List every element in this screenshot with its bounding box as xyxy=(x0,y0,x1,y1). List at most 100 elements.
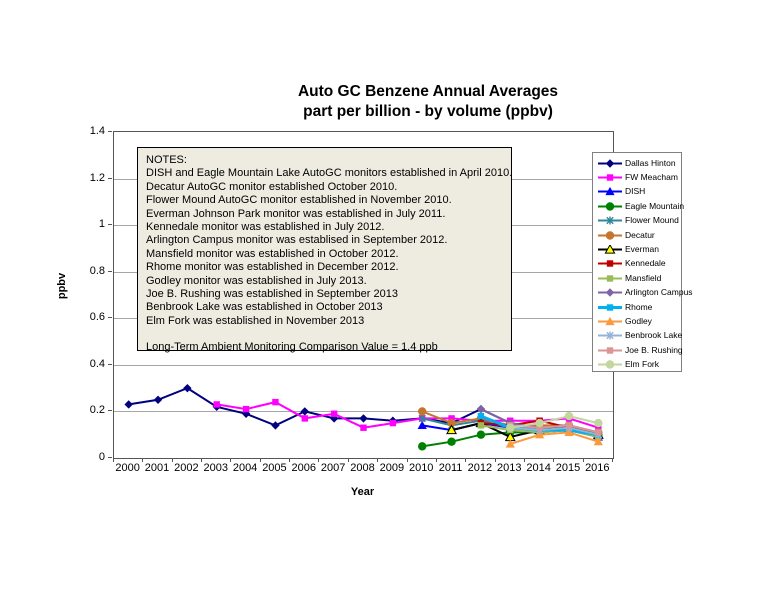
y-tick-label: 1.2 xyxy=(89,171,105,184)
series-marker xyxy=(606,260,614,268)
note-line: Elm Fork was established in November 201… xyxy=(146,314,365,327)
legend-item-elm-fork: Elm Fork xyxy=(597,357,681,371)
chart-title: Auto GC Benzene Annual Averages part per… xyxy=(113,82,743,122)
legend-swatch xyxy=(598,260,622,268)
x-tick-label: 2012 xyxy=(467,462,493,474)
legend-swatch xyxy=(598,187,622,196)
legend-item-joe-b-rushing: Joe B. Rushing xyxy=(597,343,683,357)
y-tick-mark xyxy=(108,410,112,412)
series-marker xyxy=(605,202,615,211)
legend-label: Kennedale xyxy=(625,258,666,269)
legend-label: Everman xyxy=(625,244,660,255)
series-marker xyxy=(124,400,133,409)
legend-swatch xyxy=(598,288,622,297)
legend-label: Arlington Campus xyxy=(625,287,693,298)
series-line-elm-fork xyxy=(510,415,599,429)
x-tick-mark xyxy=(406,458,408,462)
series-marker xyxy=(271,421,280,430)
series-marker xyxy=(476,430,486,439)
series-marker xyxy=(605,316,615,326)
x-tick-mark xyxy=(377,458,379,462)
legend-item-dallas-hinton: Dallas Hinton xyxy=(597,156,681,170)
chart-title-line1: Auto GC Benzene Annual Averages xyxy=(297,83,559,100)
x-tick-mark xyxy=(553,458,555,462)
series-marker xyxy=(606,347,614,354)
y-tick-mark xyxy=(108,131,112,132)
series-line-godley xyxy=(509,431,599,445)
series-marker xyxy=(595,424,602,431)
y-tick-label: 0 xyxy=(98,451,105,463)
legend-label: Mansfield xyxy=(625,272,662,283)
x-tick-label: 2009 xyxy=(379,462,405,474)
series-line-benbrook-lake xyxy=(510,426,599,436)
x-tick-label: 2000 xyxy=(115,462,140,474)
series-marker xyxy=(242,405,250,413)
x-tick-mark xyxy=(523,458,525,462)
data-series-layer xyxy=(124,383,604,451)
series-marker xyxy=(606,331,614,340)
legend-label: DISH xyxy=(625,186,646,197)
series-marker xyxy=(330,410,338,417)
x-axis-title: Year xyxy=(350,486,375,498)
legend-item-flower-mound: Flower Mound xyxy=(597,214,681,228)
legend-swatch xyxy=(598,275,622,282)
x-tick-mark xyxy=(142,458,144,462)
chart-title-line2: part per billion - by volume (ppbv) xyxy=(303,103,553,120)
x-tick-label: 2003 xyxy=(203,462,228,474)
notes-box: NOTES: DISH and Eagle Mountain Lake Auto… xyxy=(137,147,512,354)
legend-swatch xyxy=(598,216,622,225)
y-tick-label: 0.2 xyxy=(89,404,105,417)
series-marker xyxy=(595,429,602,436)
x-tick-mark xyxy=(582,458,584,462)
series-marker xyxy=(213,401,220,408)
legend-swatch xyxy=(598,347,622,354)
series-marker xyxy=(564,411,574,421)
y-tick-mark xyxy=(108,457,112,458)
x-tick-label: 2006 xyxy=(291,462,317,474)
note-line: Mansfield monitor was established in Oct… xyxy=(146,247,399,260)
x-tick-label: 2008 xyxy=(350,462,375,474)
series-marker xyxy=(183,383,192,393)
series-marker xyxy=(593,437,603,446)
x-tick-mark xyxy=(318,458,320,462)
notes-header: NOTES: xyxy=(146,154,187,166)
legend-swatch xyxy=(598,331,622,340)
legend-item-arlington-campus: Arlington Campus xyxy=(597,286,693,300)
series-marker xyxy=(476,404,486,414)
y-tick-label: 0.6 xyxy=(89,311,105,324)
gridline xyxy=(114,411,613,413)
x-tick-mark xyxy=(612,458,613,462)
series-marker xyxy=(360,424,367,431)
notes-comparison-value: Long-Term Ambient Monitoring Comparison … xyxy=(146,341,438,354)
series-marker xyxy=(606,174,614,181)
series-marker xyxy=(448,415,455,422)
series-marker xyxy=(446,424,458,435)
x-tick-mark xyxy=(259,458,261,462)
legend-swatch xyxy=(598,230,622,240)
series-marker xyxy=(605,288,615,297)
legend-label: Benbrook Lake xyxy=(625,330,683,341)
legend-label: Decatur xyxy=(625,229,655,240)
series-marker xyxy=(447,418,456,428)
legend-item-benbrook-lake: Benbrook Lake xyxy=(597,329,683,343)
series-marker xyxy=(359,414,368,423)
x-tick-mark xyxy=(435,458,437,462)
x-tick-mark xyxy=(113,458,114,462)
x-tick-label: 2015 xyxy=(555,462,581,474)
legend-swatch xyxy=(598,174,622,181)
note-line: Benbrook Lake was established in October… xyxy=(146,301,383,314)
x-tick-label: 2013 xyxy=(497,462,522,474)
series-marker xyxy=(604,245,616,254)
legend-item-dish: DISH xyxy=(597,185,681,199)
legend-swatch xyxy=(598,202,622,211)
series-marker xyxy=(536,424,543,431)
legend-label: Eagle Mountain xyxy=(625,200,685,211)
series-marker xyxy=(447,437,456,446)
series-marker xyxy=(418,407,427,416)
series-marker xyxy=(506,423,515,432)
series-marker xyxy=(605,230,615,240)
x-tick-label: 2011 xyxy=(438,462,463,474)
legend-swatch xyxy=(598,360,622,369)
y-tick-label: 1.4 xyxy=(89,125,105,137)
note-line: Joe B. Rushing was established in Septem… xyxy=(146,288,398,301)
